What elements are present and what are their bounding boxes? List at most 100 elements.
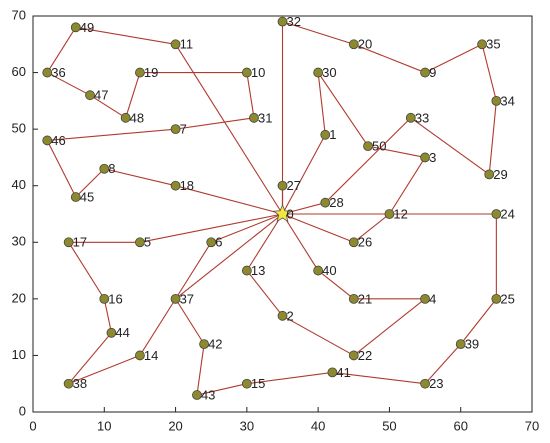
node-label: 30: [322, 65, 336, 80]
node-label: 20: [358, 37, 372, 52]
node-label: 0: [287, 206, 294, 221]
y-tick-label: 60: [12, 64, 26, 79]
route-segment: [367, 145, 426, 158]
node-label: 18: [180, 178, 194, 193]
route-segment: [353, 43, 426, 74]
route-segment: [196, 383, 247, 396]
route-segment: [75, 168, 105, 198]
route-segment: [282, 21, 354, 45]
route-segment: [282, 213, 319, 271]
node-label: 43: [201, 387, 215, 402]
node-label: 29: [493, 167, 507, 182]
customer-node: [277, 310, 288, 321]
customer-node: [63, 378, 74, 389]
depot: [272, 203, 293, 223]
x-tick-label: 10: [97, 418, 111, 433]
node-label: 32: [287, 14, 301, 29]
customer-node: [420, 152, 430, 163]
customer-node: [42, 67, 53, 78]
customer-node: [85, 90, 95, 101]
node-label: 11: [180, 37, 194, 52]
route-segment: [68, 354, 141, 385]
customer-node: [170, 124, 181, 135]
x-tick-label: 20: [168, 418, 182, 433]
route-segment: [317, 72, 369, 147]
customer-node: [70, 192, 81, 202]
node-label: 16: [108, 291, 122, 306]
route-segment: [104, 168, 176, 187]
route-segment: [324, 117, 412, 204]
customer-node: [327, 367, 338, 378]
route-segment: [68, 241, 105, 300]
customer-node: [491, 95, 502, 106]
node-label: 22: [358, 348, 372, 363]
route-segment: [139, 298, 177, 356]
node-label: 3: [429, 150, 436, 165]
route-segment: [488, 100, 497, 175]
node-label: 50: [372, 139, 386, 154]
route-segment: [332, 371, 426, 385]
node-label: 24: [500, 206, 514, 221]
customer-node: [241, 265, 252, 276]
node-label: 8: [108, 161, 115, 176]
customer-node: [170, 293, 181, 304]
route-segment: [353, 298, 426, 356]
node-label: 6: [215, 235, 222, 250]
customer-node: [277, 180, 288, 191]
node-label: 10: [251, 65, 265, 80]
route-segment: [317, 270, 355, 300]
customer-node: [384, 209, 395, 219]
node-label: 31: [258, 110, 272, 125]
x-tick-label: 50: [382, 418, 396, 433]
x-tick-label: 0: [29, 418, 36, 433]
customer-node: [348, 39, 359, 50]
node-label: 37: [180, 291, 194, 306]
route-segment: [196, 344, 205, 396]
route-segment: [103, 298, 112, 333]
y-tick-label: 20: [12, 290, 26, 305]
customer-node: [320, 197, 331, 208]
x-tick-label: 30: [240, 418, 254, 433]
x-tick-label: 70: [525, 418, 539, 433]
customer-node: [99, 163, 110, 174]
customer-node: [491, 293, 502, 304]
node-label: 34: [500, 93, 514, 108]
customer-node: [277, 16, 288, 27]
node-label: 45: [80, 189, 94, 204]
node-label: 12: [393, 206, 407, 221]
customer-node: [192, 390, 202, 400]
customer-node: [491, 209, 502, 219]
node-label: 40: [322, 263, 336, 278]
node-label: 13: [251, 263, 265, 278]
route-segment: [211, 213, 283, 243]
route-segment: [410, 117, 490, 175]
customer-node: [249, 112, 259, 123]
route-segment: [175, 117, 255, 130]
node-label: 46: [51, 133, 65, 148]
route-segment: [246, 270, 283, 317]
customer-node: [135, 237, 145, 248]
node-label: 35: [486, 37, 500, 52]
route-segment: [246, 371, 333, 385]
route-segment: [282, 213, 354, 243]
customer-node: [106, 327, 117, 338]
node-label: 15: [251, 376, 265, 391]
route-segment: [46, 72, 91, 96]
route-segment: [139, 213, 283, 243]
customer-node: [70, 22, 81, 33]
route-segment: [46, 140, 77, 198]
route-segment: [424, 43, 483, 74]
node-label: 21: [358, 291, 372, 306]
x-tick-label: 60: [453, 418, 467, 433]
customer-node: [348, 293, 359, 304]
customer-node: [455, 339, 466, 350]
customer-node: [135, 67, 145, 78]
node-label: 47: [94, 88, 108, 103]
customer-node: [170, 180, 181, 191]
route-segment: [125, 72, 141, 118]
customer-node: [420, 67, 430, 78]
customer-node: [363, 141, 373, 152]
x-tick-label: 40: [311, 418, 325, 433]
customer-node: [241, 378, 252, 389]
